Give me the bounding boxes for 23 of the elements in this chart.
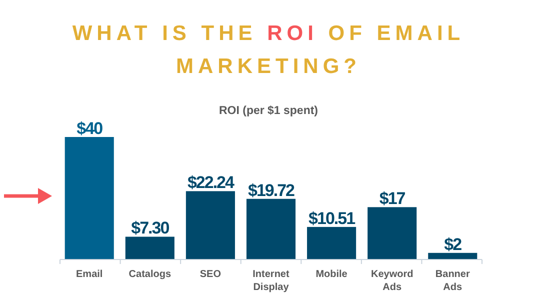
x-tick-label: Email bbox=[76, 269, 103, 280]
data-label: $10.51 bbox=[308, 208, 356, 228]
data-label: $7.30 bbox=[131, 218, 170, 238]
bar bbox=[368, 207, 417, 259]
data-label: $2 bbox=[444, 234, 462, 254]
bar bbox=[125, 236, 174, 259]
x-tick-label: Banner Ads bbox=[435, 269, 470, 293]
x-tick-label: Mobile bbox=[316, 269, 348, 280]
bar bbox=[186, 191, 235, 259]
bar bbox=[64, 137, 114, 259]
data-label: $22.24 bbox=[187, 173, 235, 192]
bar bbox=[307, 226, 356, 259]
bar bbox=[246, 198, 296, 259]
data-label: $17 bbox=[379, 189, 406, 208]
x-tick-label: Keyword Ads bbox=[370, 269, 414, 293]
x-tick-label: SEO bbox=[200, 269, 222, 280]
data-label: $19.72 bbox=[248, 180, 295, 200]
bar bbox=[428, 252, 478, 259]
x-tick-label: Internet Display bbox=[252, 269, 290, 293]
x-tick-label: Catalogs bbox=[128, 269, 172, 280]
chart-title: WHAT IS THE ROI OF EMAIL MARKETING? bbox=[72, 22, 465, 78]
data-label: $40 bbox=[76, 119, 103, 138]
chart-subtitle: ROI (per $1 spent) bbox=[218, 105, 318, 117]
